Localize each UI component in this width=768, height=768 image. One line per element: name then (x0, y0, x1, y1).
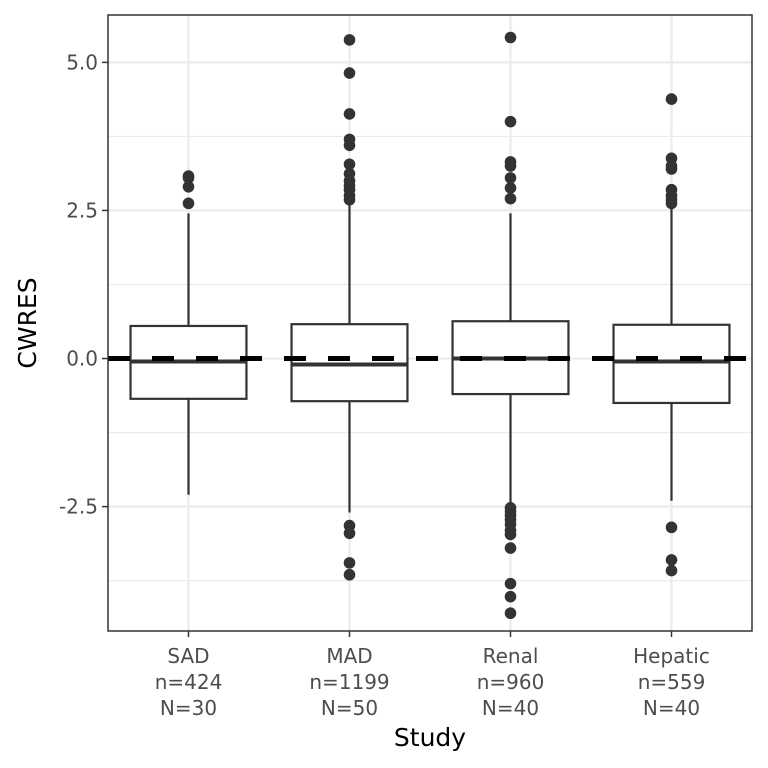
outlier-point (504, 31, 517, 44)
y-tick-label: 0.0 (66, 347, 98, 371)
y-axis-title: CWRES (13, 277, 42, 368)
x-tick-label-subject-count: N=40 (482, 696, 539, 720)
y-tick-label: 2.5 (66, 198, 98, 222)
box-iqr (612, 323, 731, 405)
boxplot-hepatic (612, 93, 731, 577)
outlier-point (665, 521, 678, 534)
panel-border (107, 14, 753, 632)
x-tick-label-obs-count: n=424 (155, 670, 223, 694)
y-tick-label: 5.0 (66, 50, 98, 74)
outlier-point (504, 577, 517, 590)
outlier-point (182, 172, 195, 184)
x-tick-label-obs-count: n=559 (638, 670, 706, 694)
outlier-point (182, 197, 195, 210)
outlier-point (665, 564, 678, 577)
outlier-point (665, 163, 678, 175)
outlier-point (343, 139, 356, 152)
outlier-point (343, 568, 356, 581)
outlier-point (343, 158, 356, 171)
outlier-point (504, 172, 517, 184)
x-tick-label-obs-count: n=960 (477, 670, 545, 694)
x-tick-label-subject-count: N=30 (160, 696, 217, 720)
outlier-point (343, 527, 356, 540)
x-tick-label-subject-count: N=50 (321, 696, 378, 720)
y-tick-label: -2.5 (59, 495, 98, 519)
outlier-point (343, 67, 356, 79)
outlier-point (504, 607, 517, 620)
outlier-point (343, 194, 356, 206)
outlier-point (343, 108, 356, 120)
outlier-point (343, 557, 356, 569)
plot-panel (107, 14, 753, 632)
y-axis: -2.5 0.0 2.5 5.0 (59, 50, 108, 519)
x-tick-label-study: MAD (326, 644, 372, 668)
outlier-point (665, 197, 678, 210)
outlier-point (504, 590, 517, 603)
outlier-point (504, 182, 517, 194)
x-tick-label-study: SAD (167, 644, 209, 668)
outlier-point (665, 554, 678, 566)
x-tick-label-study: Renal (483, 644, 539, 668)
outlier-point (182, 180, 195, 193)
x-axis-title: Study (394, 723, 466, 752)
boxplot-sad (129, 170, 248, 495)
x-axis: SADn=424N=30MADn=1199N=50Renaln=960N=40H… (155, 631, 710, 720)
outlier-point (665, 93, 678, 105)
outlier-point (504, 542, 517, 554)
outlier-point (504, 528, 517, 541)
x-tick-label-subject-count: N=40 (643, 696, 700, 720)
outlier-point (504, 115, 517, 128)
outlier-point (504, 160, 517, 172)
outlier-point (343, 34, 356, 46)
outlier-point (504, 192, 517, 205)
boxplot-mad (290, 34, 409, 581)
x-tick-label-obs-count: n=1199 (309, 670, 389, 694)
x-tick-label-study: Hepatic (633, 644, 710, 668)
